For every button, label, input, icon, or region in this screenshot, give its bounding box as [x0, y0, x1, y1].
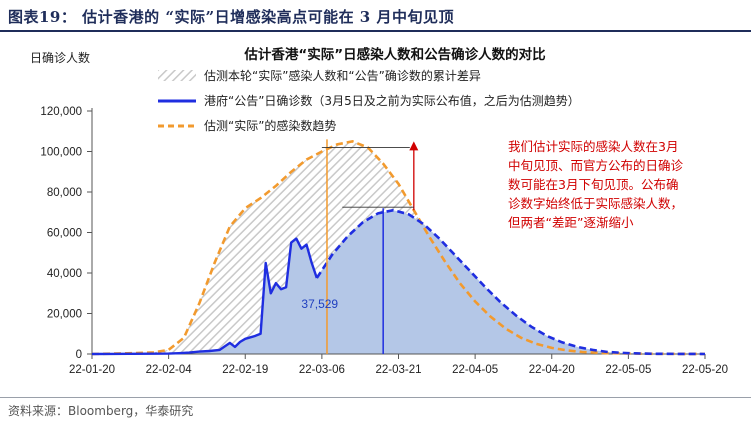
y-tick-label: 20,000 [47, 309, 82, 321]
legend-label-gap: 估测本轮“实际”感染人数和“公告”确诊数的累计差异 [204, 68, 481, 83]
gap-arrow-head [409, 141, 419, 151]
x-tick-label: 22-01-20 [69, 364, 115, 376]
x-tick-label: 22-04-20 [529, 364, 575, 376]
annotation-line-1: 我们估计实际的感染人数在3月 [508, 139, 678, 154]
legend-swatch-gap [158, 70, 196, 81]
annotation-line-5: 但两者“差距”逐渐缩小 [508, 215, 634, 230]
legend-label-actual: 估测“实际”的感染数趋势 [204, 118, 336, 133]
x-tick-label: 22-03-06 [299, 364, 345, 376]
last-value-label: 37,529 [301, 297, 338, 311]
y-axis-label: 日确诊人数 [30, 50, 90, 65]
annotation-note: 我们估计实际的感染人数在3月 中旬见顶、而官方公布的日确诊 数可能在3月下旬见顶… [508, 139, 684, 230]
x-tick-label: 22-02-19 [222, 364, 268, 376]
x-tick-label: 22-03-21 [375, 364, 421, 376]
annotation-line-2: 中旬见顶、而官方公布的日确诊 [508, 158, 684, 173]
y-tick-label: 0 [76, 349, 82, 361]
x-tick-label: 22-02-04 [146, 364, 193, 376]
x-tick-label: 22-04-05 [452, 364, 498, 376]
source-rule [0, 397, 751, 398]
y-tick-label: 60,000 [47, 228, 82, 240]
y-tick-label: 80,000 [47, 187, 82, 199]
y-tick-label: 100,000 [40, 147, 82, 159]
annotation-line-3: 数可能在3月下旬见顶。公布确 [508, 177, 678, 192]
legend: 估测本轮“实际”感染人数和“公告”确诊数的累计差异 港府“公告”日确诊数（3月5… [158, 68, 580, 133]
announced-line [91, 237, 318, 356]
y-tick-label: 40,000 [47, 268, 82, 280]
title-rule [0, 30, 751, 32]
plot-area: 0 20,000 40,000 60,000 80,000 100,000 120,000 2… [40, 106, 728, 376]
chart-title: 估计香港“实际”日感染人数和公告确诊人数的对比 [243, 46, 545, 63]
annotation-line-4: 诊数字始终低于实际感染人数， [508, 196, 683, 211]
legend-label-announced: 港府“公告”日确诊数（3月5日及之前为实际公布值，之后为估测趋势） [204, 93, 580, 108]
y-tick-label: 120,000 [40, 106, 82, 118]
chart: 估计香港“实际”日感染人数和公告确诊人数的对比 日确诊人数 估测本轮“实际”感染… [30, 46, 728, 376]
x-tick-label: 22-05-20 [682, 364, 728, 376]
source-note: 资料来源：Bloomberg，华泰研究 [8, 404, 194, 418]
x-tick-label: 22-05-05 [605, 364, 651, 376]
announced-area [92, 210, 705, 354]
figure-title: 图表19： 估计香港的 “实际”日增感染高点可能在 3 月中旬见顶 [8, 8, 454, 26]
